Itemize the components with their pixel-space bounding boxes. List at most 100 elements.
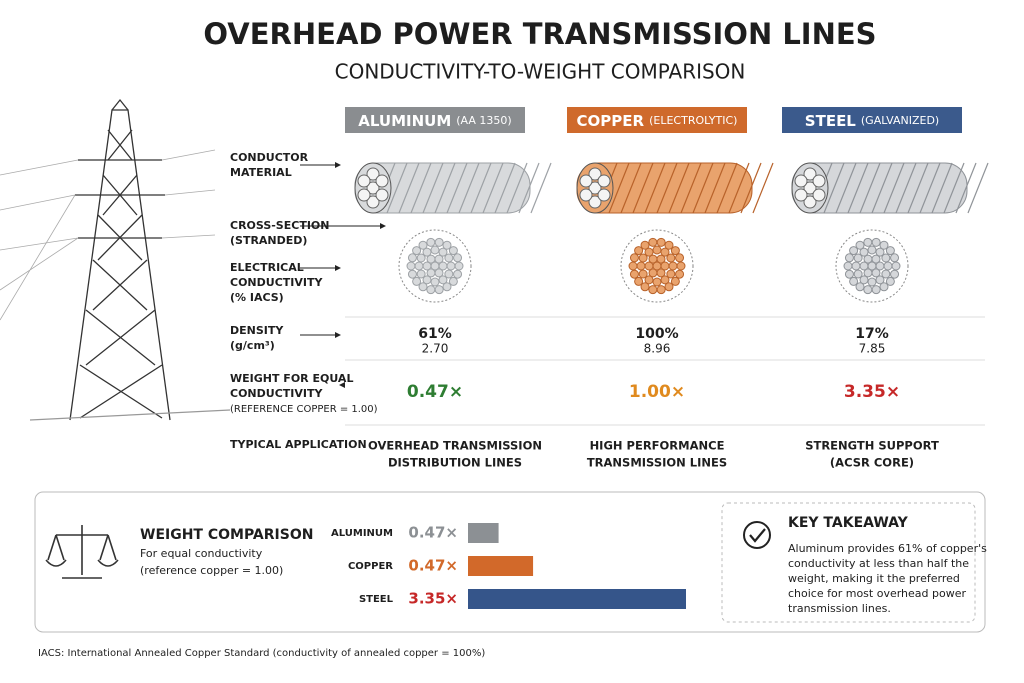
strand — [434, 162, 456, 214]
strand-section — [863, 285, 873, 295]
strand-section — [629, 269, 639, 279]
application: TRANSMISSION LINES — [587, 456, 727, 470]
strand-section — [871, 285, 881, 295]
material-name: ALUMINUM — [358, 112, 451, 130]
row-label: (% IACS) — [230, 291, 284, 304]
strand-section — [444, 253, 454, 263]
strand-section — [660, 247, 670, 257]
weight-factor: 0.47× — [407, 382, 463, 402]
bar-label: 3.35× — [408, 590, 458, 608]
column-header-text: ALUMINUM (AA 1350) — [358, 112, 511, 130]
strand-section — [881, 269, 891, 279]
strand-section — [853, 269, 863, 279]
strand-end — [357, 188, 371, 202]
strand — [518, 162, 540, 214]
material-name: STEEL — [805, 112, 857, 130]
strand-end — [803, 195, 817, 209]
strand — [704, 162, 726, 214]
row-label: CONDUCTIVITY — [230, 387, 323, 400]
strand-section — [430, 277, 440, 287]
strand-section — [656, 254, 666, 264]
strand-section — [881, 253, 891, 263]
application: STRENGTH SUPPORT — [805, 439, 939, 453]
strand-section — [879, 282, 889, 292]
strand-section — [430, 245, 440, 255]
strand — [895, 162, 917, 214]
strand — [871, 162, 893, 214]
strand-section — [634, 246, 644, 256]
takeaway-title: KEY TAKEAWAY — [788, 515, 909, 531]
strand-section — [849, 276, 859, 286]
cable-illustration — [576, 162, 774, 214]
strand — [823, 162, 845, 214]
strand-end — [366, 181, 380, 195]
weight-factor: 3.35× — [844, 382, 900, 402]
weight-factor: 1.00× — [629, 382, 685, 402]
strand — [506, 162, 528, 214]
strand-end — [588, 195, 602, 209]
strand-end — [579, 188, 593, 202]
strand-section — [871, 254, 881, 264]
column-header-text: COPPER (ELECTROLYTIC) — [577, 112, 738, 130]
strand-section — [446, 261, 456, 271]
strand-section — [855, 282, 865, 292]
strand-section — [638, 269, 648, 279]
strand-section — [438, 275, 448, 285]
strand-end — [803, 167, 817, 181]
scale-icon — [45, 525, 119, 579]
strand-section — [851, 261, 861, 271]
strand — [482, 162, 504, 214]
strand-section — [638, 253, 648, 263]
strand-section — [666, 253, 676, 263]
strand-section — [648, 237, 658, 247]
bar-category: COPPER — [348, 561, 393, 572]
strand-section — [853, 253, 863, 263]
strand-section — [849, 246, 859, 256]
strand-section — [418, 282, 428, 292]
strand-end — [357, 174, 371, 188]
strand-section — [664, 240, 674, 250]
strand-section — [664, 282, 674, 292]
strand-section — [422, 247, 432, 257]
row-label: ELECTRICAL — [230, 261, 304, 274]
strand-section — [412, 246, 422, 256]
subtitle: CONDUCTIVITY-TO-WEIGHT COMPARISON — [335, 60, 746, 84]
strand-section — [434, 254, 444, 264]
row-label: WEIGHT FOR EQUAL — [230, 372, 353, 385]
strand-end — [588, 167, 602, 181]
material-grade: (AA 1350) — [456, 114, 511, 127]
strand-section — [426, 285, 436, 295]
strand-section — [414, 261, 424, 271]
dividers — [345, 316, 985, 426]
takeaway-box — [721, 502, 976, 623]
comparison-subtitle: For equal conductivity — [140, 547, 263, 560]
strand-end — [597, 188, 611, 202]
strand-section — [879, 240, 889, 250]
check-icon — [743, 521, 771, 549]
conductivity: 17% — [855, 326, 889, 342]
strand — [608, 162, 630, 214]
strand — [632, 162, 654, 214]
strand-section — [675, 269, 685, 279]
row-label: DENSITY — [230, 324, 284, 337]
strand-end — [597, 174, 611, 188]
strand — [494, 162, 516, 214]
row-label: CONDUCTOR — [230, 151, 309, 164]
strand — [530, 162, 552, 214]
strand — [620, 162, 642, 214]
strand-section — [636, 261, 646, 271]
column-header — [345, 107, 525, 133]
footnote: IACS: International Annealed Copper Stan… — [38, 648, 485, 659]
strand-section — [453, 269, 463, 279]
column-header-text: STEEL (GALVANIZED) — [805, 112, 939, 130]
bar-label: 0.47× — [408, 557, 458, 575]
strand-section — [416, 253, 426, 263]
strand-section — [453, 253, 463, 263]
strand — [752, 162, 774, 214]
strand — [470, 162, 492, 214]
strand-section — [640, 240, 650, 250]
strand-section — [875, 275, 885, 285]
strand-section — [666, 269, 676, 279]
strand-section — [442, 282, 452, 292]
strand-section — [406, 261, 416, 271]
